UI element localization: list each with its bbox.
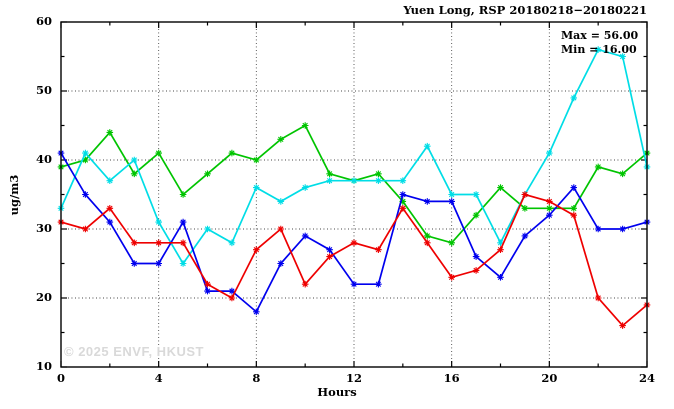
gridlines bbox=[61, 22, 647, 367]
y-tick-label: 20 bbox=[35, 290, 52, 304]
x-tick-label: 4 bbox=[154, 371, 163, 385]
chart-title: Yuen Long, RSP 20180218−20180221 bbox=[403, 3, 647, 17]
x-tick-label: 20 bbox=[541, 371, 558, 385]
annotation-min: Min = 16.00 bbox=[561, 43, 637, 56]
green-line-markers bbox=[57, 122, 651, 247]
x-tick-label: 12 bbox=[345, 371, 362, 385]
y-tick-label: 40 bbox=[35, 152, 52, 166]
cyan-line bbox=[57, 46, 651, 267]
red-line bbox=[57, 191, 651, 329]
x-tick-label: 0 bbox=[56, 371, 65, 385]
x-axis-label: Hours bbox=[317, 385, 357, 399]
x-tick-label: 16 bbox=[443, 371, 460, 385]
watermark: © 2025 ENVF, HKUST bbox=[64, 344, 204, 359]
x-tick-label: 24 bbox=[638, 371, 655, 385]
y-tick-label: 10 bbox=[35, 359, 52, 373]
annotation-max: Max = 56.00 bbox=[561, 29, 639, 42]
y-tick-label: 50 bbox=[35, 83, 52, 97]
y-tick-label: 30 bbox=[35, 221, 52, 235]
cyan-line-markers bbox=[57, 46, 651, 267]
y-tick-label: 60 bbox=[35, 14, 52, 28]
green-line bbox=[57, 122, 651, 247]
blue-line bbox=[57, 149, 651, 316]
axis-ticks bbox=[60, 21, 648, 368]
x-tick-label: 8 bbox=[252, 371, 261, 385]
plot-frame bbox=[60, 21, 648, 368]
